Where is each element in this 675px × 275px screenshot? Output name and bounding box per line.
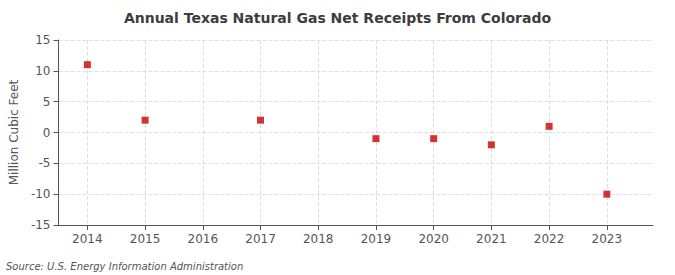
svg-text:Source: U.S. Energy Informatio: Source: U.S. Energy Information Administ… bbox=[6, 261, 243, 272]
svg-text:2018: 2018 bbox=[303, 232, 334, 246]
svg-text:-15: -15 bbox=[31, 218, 51, 232]
svg-text:2023: 2023 bbox=[592, 232, 623, 246]
svg-text:10: 10 bbox=[35, 64, 50, 78]
svg-text:Annual Texas Natural Gas Net R: Annual Texas Natural Gas Net Receipts Fr… bbox=[124, 10, 552, 26]
svg-text:2021: 2021 bbox=[476, 232, 507, 246]
svg-text:-5: -5 bbox=[39, 156, 51, 170]
svg-text:2016: 2016 bbox=[188, 232, 219, 246]
svg-text:-10: -10 bbox=[31, 187, 51, 201]
svg-text:2017: 2017 bbox=[245, 232, 276, 246]
svg-text:Million Cubic Feet: Million Cubic Feet bbox=[7, 79, 21, 185]
svg-text:2014: 2014 bbox=[72, 232, 103, 246]
svg-text:2020: 2020 bbox=[418, 232, 449, 246]
svg-text:2022: 2022 bbox=[534, 232, 565, 246]
svg-text:5: 5 bbox=[43, 95, 51, 109]
svg-text:0: 0 bbox=[43, 126, 51, 140]
svg-text:15: 15 bbox=[35, 33, 50, 47]
svg-text:2019: 2019 bbox=[361, 232, 392, 246]
svg-text:2015: 2015 bbox=[130, 232, 161, 246]
